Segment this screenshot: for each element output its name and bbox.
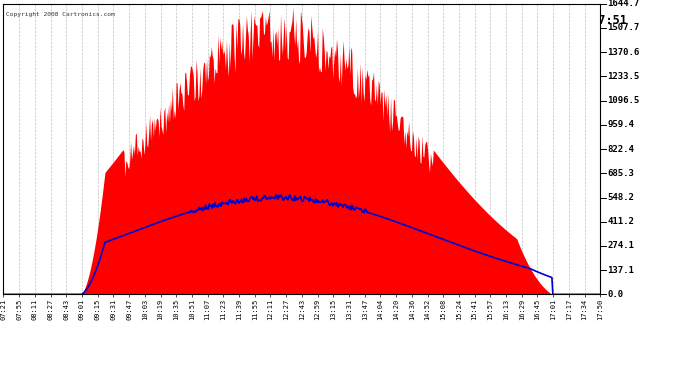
Text: 0.0: 0.0 [607,290,624,299]
Text: East Array Power (red) (watts) & Solar Radiation (blue) (W/m2) Wed Oct 29 17:51: East Array Power (red) (watts) & Solar R… [63,14,627,27]
Text: 685.3: 685.3 [607,169,634,178]
Text: 548.2: 548.2 [607,193,634,202]
Text: 1644.7: 1644.7 [607,0,640,8]
Text: 1233.5: 1233.5 [607,72,640,81]
Text: 1370.6: 1370.6 [607,48,640,57]
Text: Copyright 2008 Cartronics.com: Copyright 2008 Cartronics.com [6,12,115,18]
Text: 274.1: 274.1 [607,242,634,250]
Text: 959.4: 959.4 [607,120,634,129]
Text: 411.2: 411.2 [607,217,634,226]
Text: 1507.7: 1507.7 [607,24,640,33]
Text: 137.1: 137.1 [607,266,634,274]
Text: 1096.5: 1096.5 [607,96,640,105]
Text: 822.4: 822.4 [607,144,634,153]
